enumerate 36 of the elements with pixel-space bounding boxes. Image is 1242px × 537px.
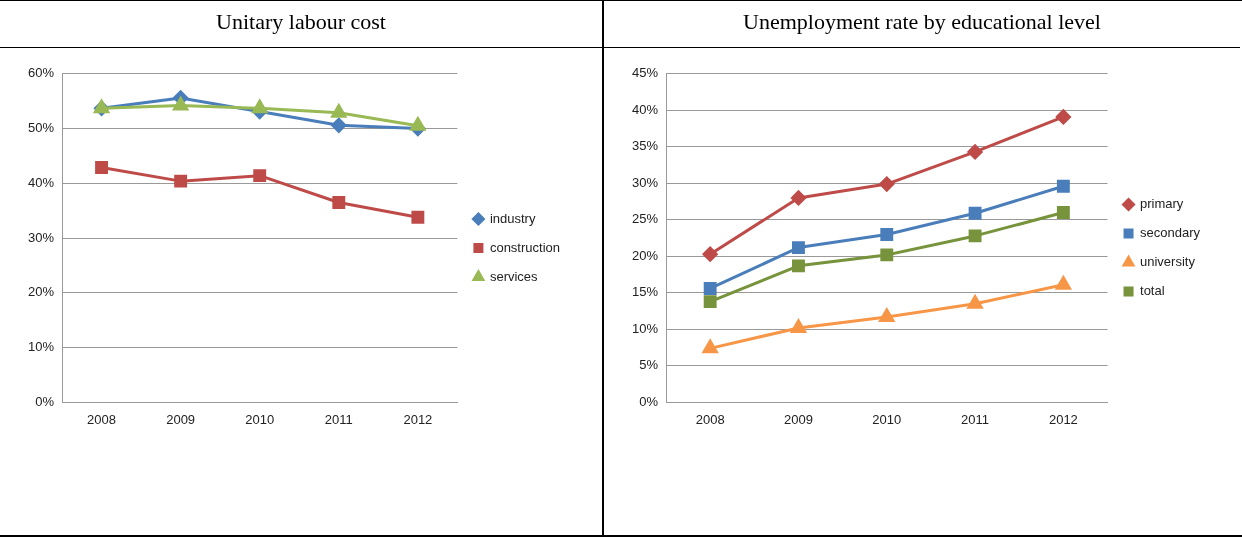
y-tick-label: 30% — [27, 229, 55, 245]
y-tick-label: 0% — [35, 393, 55, 409]
x-tick-label: 2012 — [1048, 411, 1078, 427]
x-tick-label: 2010 — [872, 411, 902, 427]
x-tick-label: 2011 — [961, 411, 990, 427]
x-tick-label: 2008 — [87, 411, 117, 427]
x-tick-label: 2011 — [324, 411, 353, 427]
legend-label: primary — [1140, 196, 1184, 212]
y-tick-label: 45% — [631, 65, 659, 81]
y-tick-label: 20% — [631, 247, 659, 263]
legend-label: construction — [489, 239, 560, 255]
y-tick-label: 10% — [27, 339, 55, 355]
legend-label: secondary — [1140, 225, 1201, 241]
y-tick-label: 25% — [631, 211, 659, 227]
legend-label: university — [1140, 254, 1196, 270]
legend-label: total — [1140, 283, 1165, 299]
x-tick-label: 2008 — [695, 411, 725, 427]
y-tick-label: 30% — [631, 174, 659, 190]
x-tick-label: 2010 — [245, 411, 275, 427]
y-tick-label: 10% — [631, 320, 659, 336]
y-tick-label: 50% — [27, 120, 55, 136]
y-tick-label: 35% — [631, 138, 659, 154]
legend-label: industry — [489, 210, 536, 226]
x-tick-label: 2009 — [166, 411, 196, 427]
x-tick-label: 2009 — [784, 411, 813, 427]
x-tick-label: 2012 — [403, 411, 433, 427]
y-tick-label: 0% — [639, 393, 659, 409]
y-tick-label: 40% — [631, 101, 659, 117]
y-tick-label: 60% — [27, 65, 55, 81]
chart-title: Unemployment rate by educational level — [604, 1, 1240, 48]
chart-title: Unitary labour cost — [0, 1, 602, 48]
y-tick-label: 15% — [631, 284, 659, 300]
y-tick-label: 20% — [27, 284, 55, 300]
y-tick-label: 5% — [639, 357, 659, 373]
y-tick-label: 40% — [27, 174, 55, 190]
legend-label: services — [489, 268, 539, 284]
